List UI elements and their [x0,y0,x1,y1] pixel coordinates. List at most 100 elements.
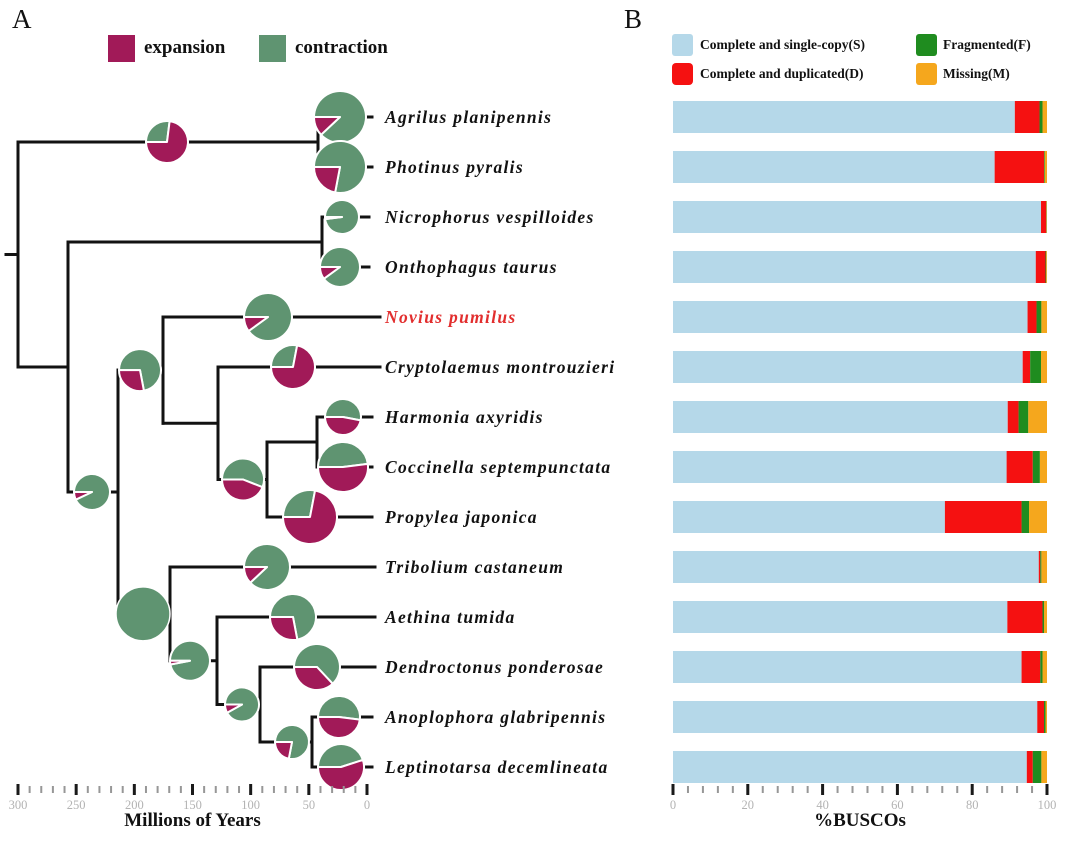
pie-chart [317,695,361,739]
axis-minor-tick [144,786,147,793]
busco-bar-segment-S [673,201,1042,233]
axis-tick-label: 20 [742,798,755,812]
species-label: Tribolium castaneum [385,557,564,577]
species-label: Propylea japonica [384,507,538,527]
pie-chart [313,90,367,144]
pie-chart [282,489,338,545]
busco-bar-segment-F [1045,251,1047,283]
axis-minor-tick [272,786,275,793]
busco-bar-segment-D [1022,351,1031,383]
contraction-legend-label: contraction [295,37,388,58]
axis-minor-tick [98,786,101,793]
axis-major-tick [307,784,311,795]
pie-contraction-slice [270,344,299,368]
pie-chart [274,724,310,760]
axis-major-tick [191,784,194,795]
axis-tick-label: 40 [816,798,829,812]
busco-bar-segment-M [1041,551,1047,583]
species-label: Dendroctonus ponderosae [384,657,604,677]
axis-minor-tick [881,786,884,793]
busco-bar-segment-D [1037,701,1045,733]
axis-tick-label: 60 [891,798,904,812]
axis-minor-tick [926,786,929,793]
pie-expansion-slice [269,616,299,641]
axis-minor-tick [956,786,959,793]
busco-bar-segment-D [1026,751,1033,783]
axis-minor-tick [86,786,89,793]
axis-minor-tick [791,786,794,793]
pie-expansion-slice [145,120,189,164]
pie-contraction-slice [317,441,369,468]
pie-contraction-slice [221,457,265,489]
busco-duplicated-swatch-icon [672,63,693,85]
axis-minor-tick [986,786,989,793]
pie-expansion-slice [317,716,361,739]
pie-contraction-slice [282,489,317,518]
busco-bar-segment-D [1021,651,1041,683]
busco-fragmented-legend-label: Fragmented(F) [943,37,1031,52]
axis-minor-tick [686,786,689,793]
species-label: Cryptolaemus montrouzieri [385,357,615,377]
busco-axis-title: %BUSCOs [814,810,906,831]
axis-minor-tick [941,786,944,793]
pie-contraction-slice [324,398,362,422]
busco-single-copy-legend-label: Complete and single-copy(S) [700,37,865,52]
busco-bar-segment-D [944,501,1022,533]
axis-major-tick [746,784,750,795]
pie-expansion-slice [282,489,338,545]
axis-minor-tick [761,786,764,793]
busco-bar-segment-D [1035,251,1046,283]
axis-tick-label: 0 [670,798,676,812]
tree-pies [73,90,369,791]
species-label: Onthophagus taurus [385,257,558,277]
busco-bar-segment-D [1038,551,1041,583]
busco-duplicated-legend-label: Complete and duplicated(D) [700,66,864,81]
busco-bar-segment-S [673,301,1028,333]
pie-expansion-slice [243,566,268,584]
pie-expansion-slice [224,703,243,714]
axis-minor-tick [716,786,719,793]
busco-bar-segment-S [673,451,1007,483]
busco-fragmented-swatch-icon [916,34,937,56]
pie-chart [269,593,317,641]
axis-minor-tick [1031,786,1034,793]
busco-bar-segment-S [673,751,1027,783]
axis-minor-tick [776,786,779,793]
axis-minor-tick [51,786,54,793]
busco-bar-segment-F [1039,101,1043,133]
axis-minor-tick [179,786,182,793]
pie-chart [324,398,362,436]
species-label: Coccinella septempunctata [385,457,611,477]
busco-bar-segment-S [673,651,1022,683]
busco-bar-segment-D [1027,301,1037,333]
axis-major-tick [970,784,974,795]
busco-bar-segment-F [1021,501,1030,533]
pie-chart [243,292,293,342]
pie-contraction-slice [115,586,171,642]
axis-tick-label: 250 [67,798,86,812]
pie-expansion-slice [313,166,341,194]
busco-bar-segment-S [673,151,995,183]
axis-tick-label: 50 [303,798,316,812]
axis-tick-label: 0 [364,798,370,812]
busco-bar-segment-D [1041,201,1047,233]
axis-minor-tick [121,786,124,793]
busco-bar-segment-M [1029,501,1047,533]
busco-bar-segment-M [1041,351,1047,383]
pie-chart [221,457,265,502]
axis-tick-label: 300 [9,798,28,812]
axis-minor-tick [1001,786,1004,793]
pie-expansion-slice [221,478,264,502]
busco-bar-segment-F [1040,551,1042,583]
axis-minor-tick [63,786,66,793]
busco-bar-segment-S [673,401,1008,433]
pie-chart [145,120,189,164]
axis-minor-tick [168,786,171,793]
axis-minor-tick [1016,786,1019,793]
contraction-swatch-icon [259,35,286,62]
axis-minor-tick [836,786,839,793]
pie-chart [73,473,111,511]
axis-minor-tick [319,786,322,793]
axis-minor-tick [354,786,357,793]
